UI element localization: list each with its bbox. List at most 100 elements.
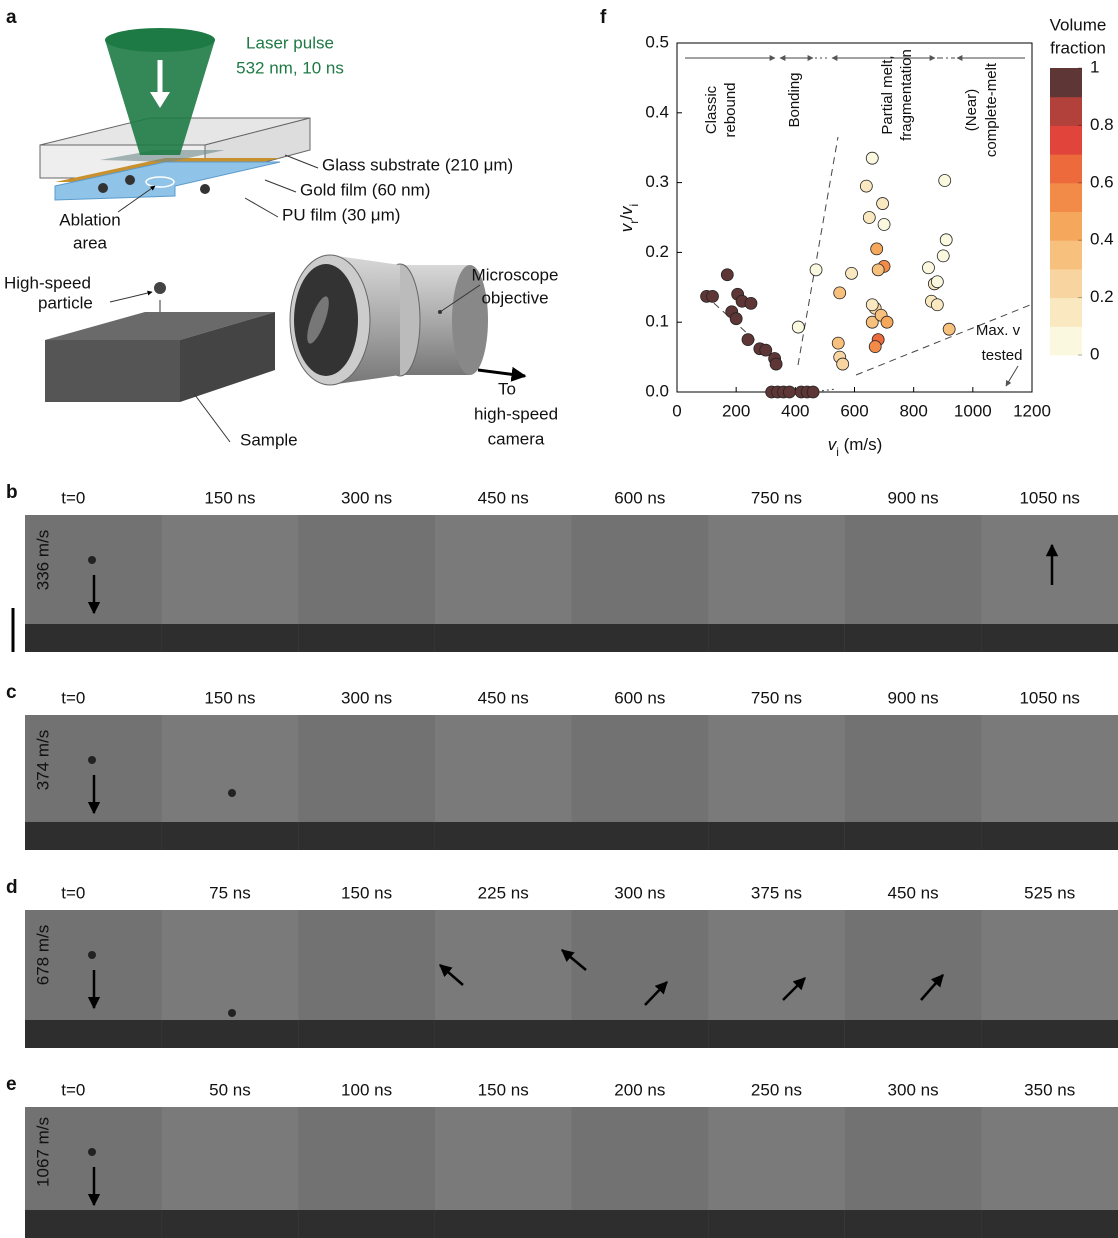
label: objective <box>481 288 548 307</box>
label: 600 ns <box>614 488 665 507</box>
substrate <box>708 624 846 652</box>
label: 0.6 <box>1090 172 1114 191</box>
regime-label: Classic <box>703 85 720 134</box>
label: 800 <box>899 401 927 420</box>
label: a <box>6 7 17 28</box>
label: 750 ns <box>751 688 802 707</box>
speed-label: 374 m/s <box>33 730 52 790</box>
substrate <box>25 822 163 850</box>
substrate <box>434 1210 572 1238</box>
substrate <box>844 822 982 850</box>
label: 1000 <box>954 401 992 420</box>
label: 525 ns <box>1024 883 1075 902</box>
point <box>865 298 879 312</box>
point <box>862 211 876 224</box>
point <box>783 385 796 399</box>
label: particle <box>38 293 93 312</box>
label: PU film (30 μm) <box>282 205 400 224</box>
label: 0.4 <box>1090 230 1114 249</box>
label: 750 ns <box>751 488 802 507</box>
label: 250 ns <box>751 1080 802 1099</box>
point <box>720 268 734 282</box>
point <box>831 336 845 350</box>
point <box>729 312 743 326</box>
arrow <box>920 974 944 1001</box>
label: t=0 <box>61 488 85 507</box>
label: 200 ns <box>614 1080 665 1099</box>
substrate <box>571 624 709 652</box>
label: 75 ns <box>209 883 251 902</box>
label: High-speed <box>4 273 91 292</box>
substrate <box>844 1210 982 1238</box>
substrate <box>25 1020 163 1048</box>
label: 600 <box>840 401 868 420</box>
colorbar-step <box>1050 297 1082 327</box>
substrate <box>571 1020 709 1048</box>
point <box>938 174 952 187</box>
label-part: v <box>828 435 838 454</box>
arrow <box>644 981 668 1006</box>
label: high-speed <box>474 404 558 423</box>
label: 0.5 <box>645 32 669 51</box>
substrate <box>298 1210 436 1238</box>
label: 0.3 <box>645 172 669 191</box>
label-part: r <box>627 220 641 224</box>
point <box>870 242 884 256</box>
label: 0 <box>672 401 681 420</box>
schematic <box>39 28 527 443</box>
particle <box>88 556 96 564</box>
label: Glass substrate (210 μm) <box>322 155 513 174</box>
point <box>744 296 758 310</box>
label: 600 ns <box>614 688 665 707</box>
label-part: / <box>617 215 636 220</box>
label: t=0 <box>61 1080 85 1099</box>
substrate <box>161 1020 299 1048</box>
colorbar-step <box>1050 240 1082 270</box>
point <box>741 333 755 347</box>
point <box>880 315 894 329</box>
colorbar-step <box>1050 182 1082 212</box>
label: 0.0 <box>645 381 669 400</box>
label: Microscope <box>472 265 559 284</box>
label: t=0 <box>61 688 85 707</box>
regime-label: fragmentation <box>898 49 915 141</box>
particle <box>228 1009 236 1017</box>
substrate <box>25 624 163 652</box>
substrate <box>708 1020 846 1048</box>
point <box>865 315 879 329</box>
point <box>936 249 950 263</box>
point <box>769 357 783 371</box>
substrate <box>981 822 1118 850</box>
label: 50 ns <box>209 1080 251 1099</box>
regime-label: Bonding <box>786 72 803 127</box>
substrate <box>434 822 572 850</box>
label: c <box>6 682 17 703</box>
colorbar-step <box>1050 68 1082 98</box>
label: 0.8 <box>1090 115 1114 134</box>
label: f <box>600 7 607 28</box>
label: 450 ns <box>888 883 939 902</box>
substrate <box>981 624 1118 652</box>
label: 1 <box>1090 57 1099 76</box>
colorbar-step <box>1050 96 1082 126</box>
substrate <box>844 624 982 652</box>
speed-label: 1067 m/s <box>33 1117 52 1187</box>
substrate <box>161 624 299 652</box>
substrate <box>298 1020 436 1048</box>
label: 0.2 <box>645 242 669 261</box>
label: Gold film (60 nm) <box>300 180 430 199</box>
label: d <box>6 877 18 898</box>
label: Sample <box>240 430 298 449</box>
particle <box>88 951 96 959</box>
label: 300 ns <box>341 688 392 707</box>
label: 150 ns <box>341 883 392 902</box>
substrate <box>298 624 436 652</box>
particle <box>88 756 96 764</box>
label: camera <box>488 429 545 448</box>
label-part: i <box>836 445 839 459</box>
label: 150 ns <box>204 688 255 707</box>
point <box>809 263 823 277</box>
point <box>871 263 885 277</box>
colorbar-step <box>1050 268 1082 299</box>
arrow <box>782 977 806 1001</box>
